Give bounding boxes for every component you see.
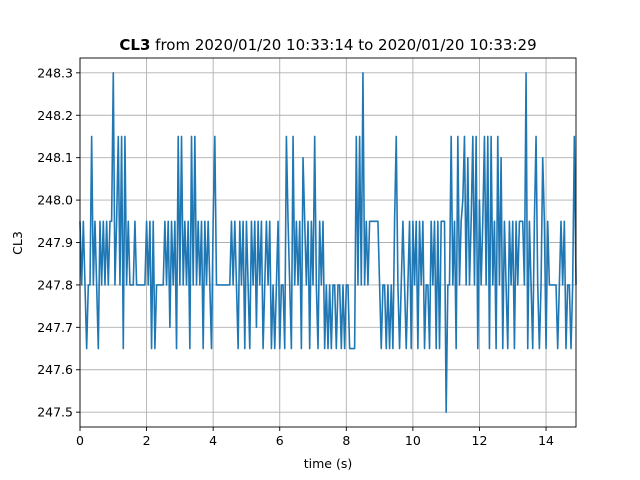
y-tick-label: 247.6 [37, 362, 73, 377]
y-axis: 247.5 247.6 247.7 247.8 247.9 248.0 248.1 248.2… [37, 65, 80, 420]
y-tick-label: 247.5 [37, 405, 73, 420]
y-tick-label: 247.8 [37, 277, 73, 292]
x-axis: 0 2 4 6 8 10 12 14 [76, 427, 554, 448]
x-tick-label: 8 [342, 433, 350, 448]
y-tick-label: 248.3 [37, 65, 73, 80]
x-tick-label: 4 [209, 433, 217, 448]
y-tick-label: 247.9 [37, 235, 73, 250]
x-tick-label: 14 [538, 433, 554, 448]
x-tick-label: 0 [76, 433, 84, 448]
series-line-cl3 [79, 72, 577, 413]
x-tick-label: 6 [276, 433, 284, 448]
y-axis-label: CL3 [10, 231, 25, 255]
y-tick-label: 248.2 [37, 108, 73, 123]
x-axis-label: time (s) [304, 456, 352, 471]
x-tick-label: 10 [405, 433, 421, 448]
x-tick-label: 12 [472, 433, 488, 448]
chart-title-rest: from 2020/01/20 10:33:14 to 2020/01/20 1… [150, 36, 536, 54]
x-tick-label: 2 [143, 433, 151, 448]
y-tick-label: 248.0 [37, 193, 73, 208]
chart-title: CL3 from 2020/01/20 10:33:14 to 2020/01/… [119, 36, 536, 54]
y-tick-label: 247.7 [37, 320, 73, 335]
y-tick-label: 248.1 [37, 150, 73, 165]
chart-title-bold: CL3 [119, 36, 150, 54]
